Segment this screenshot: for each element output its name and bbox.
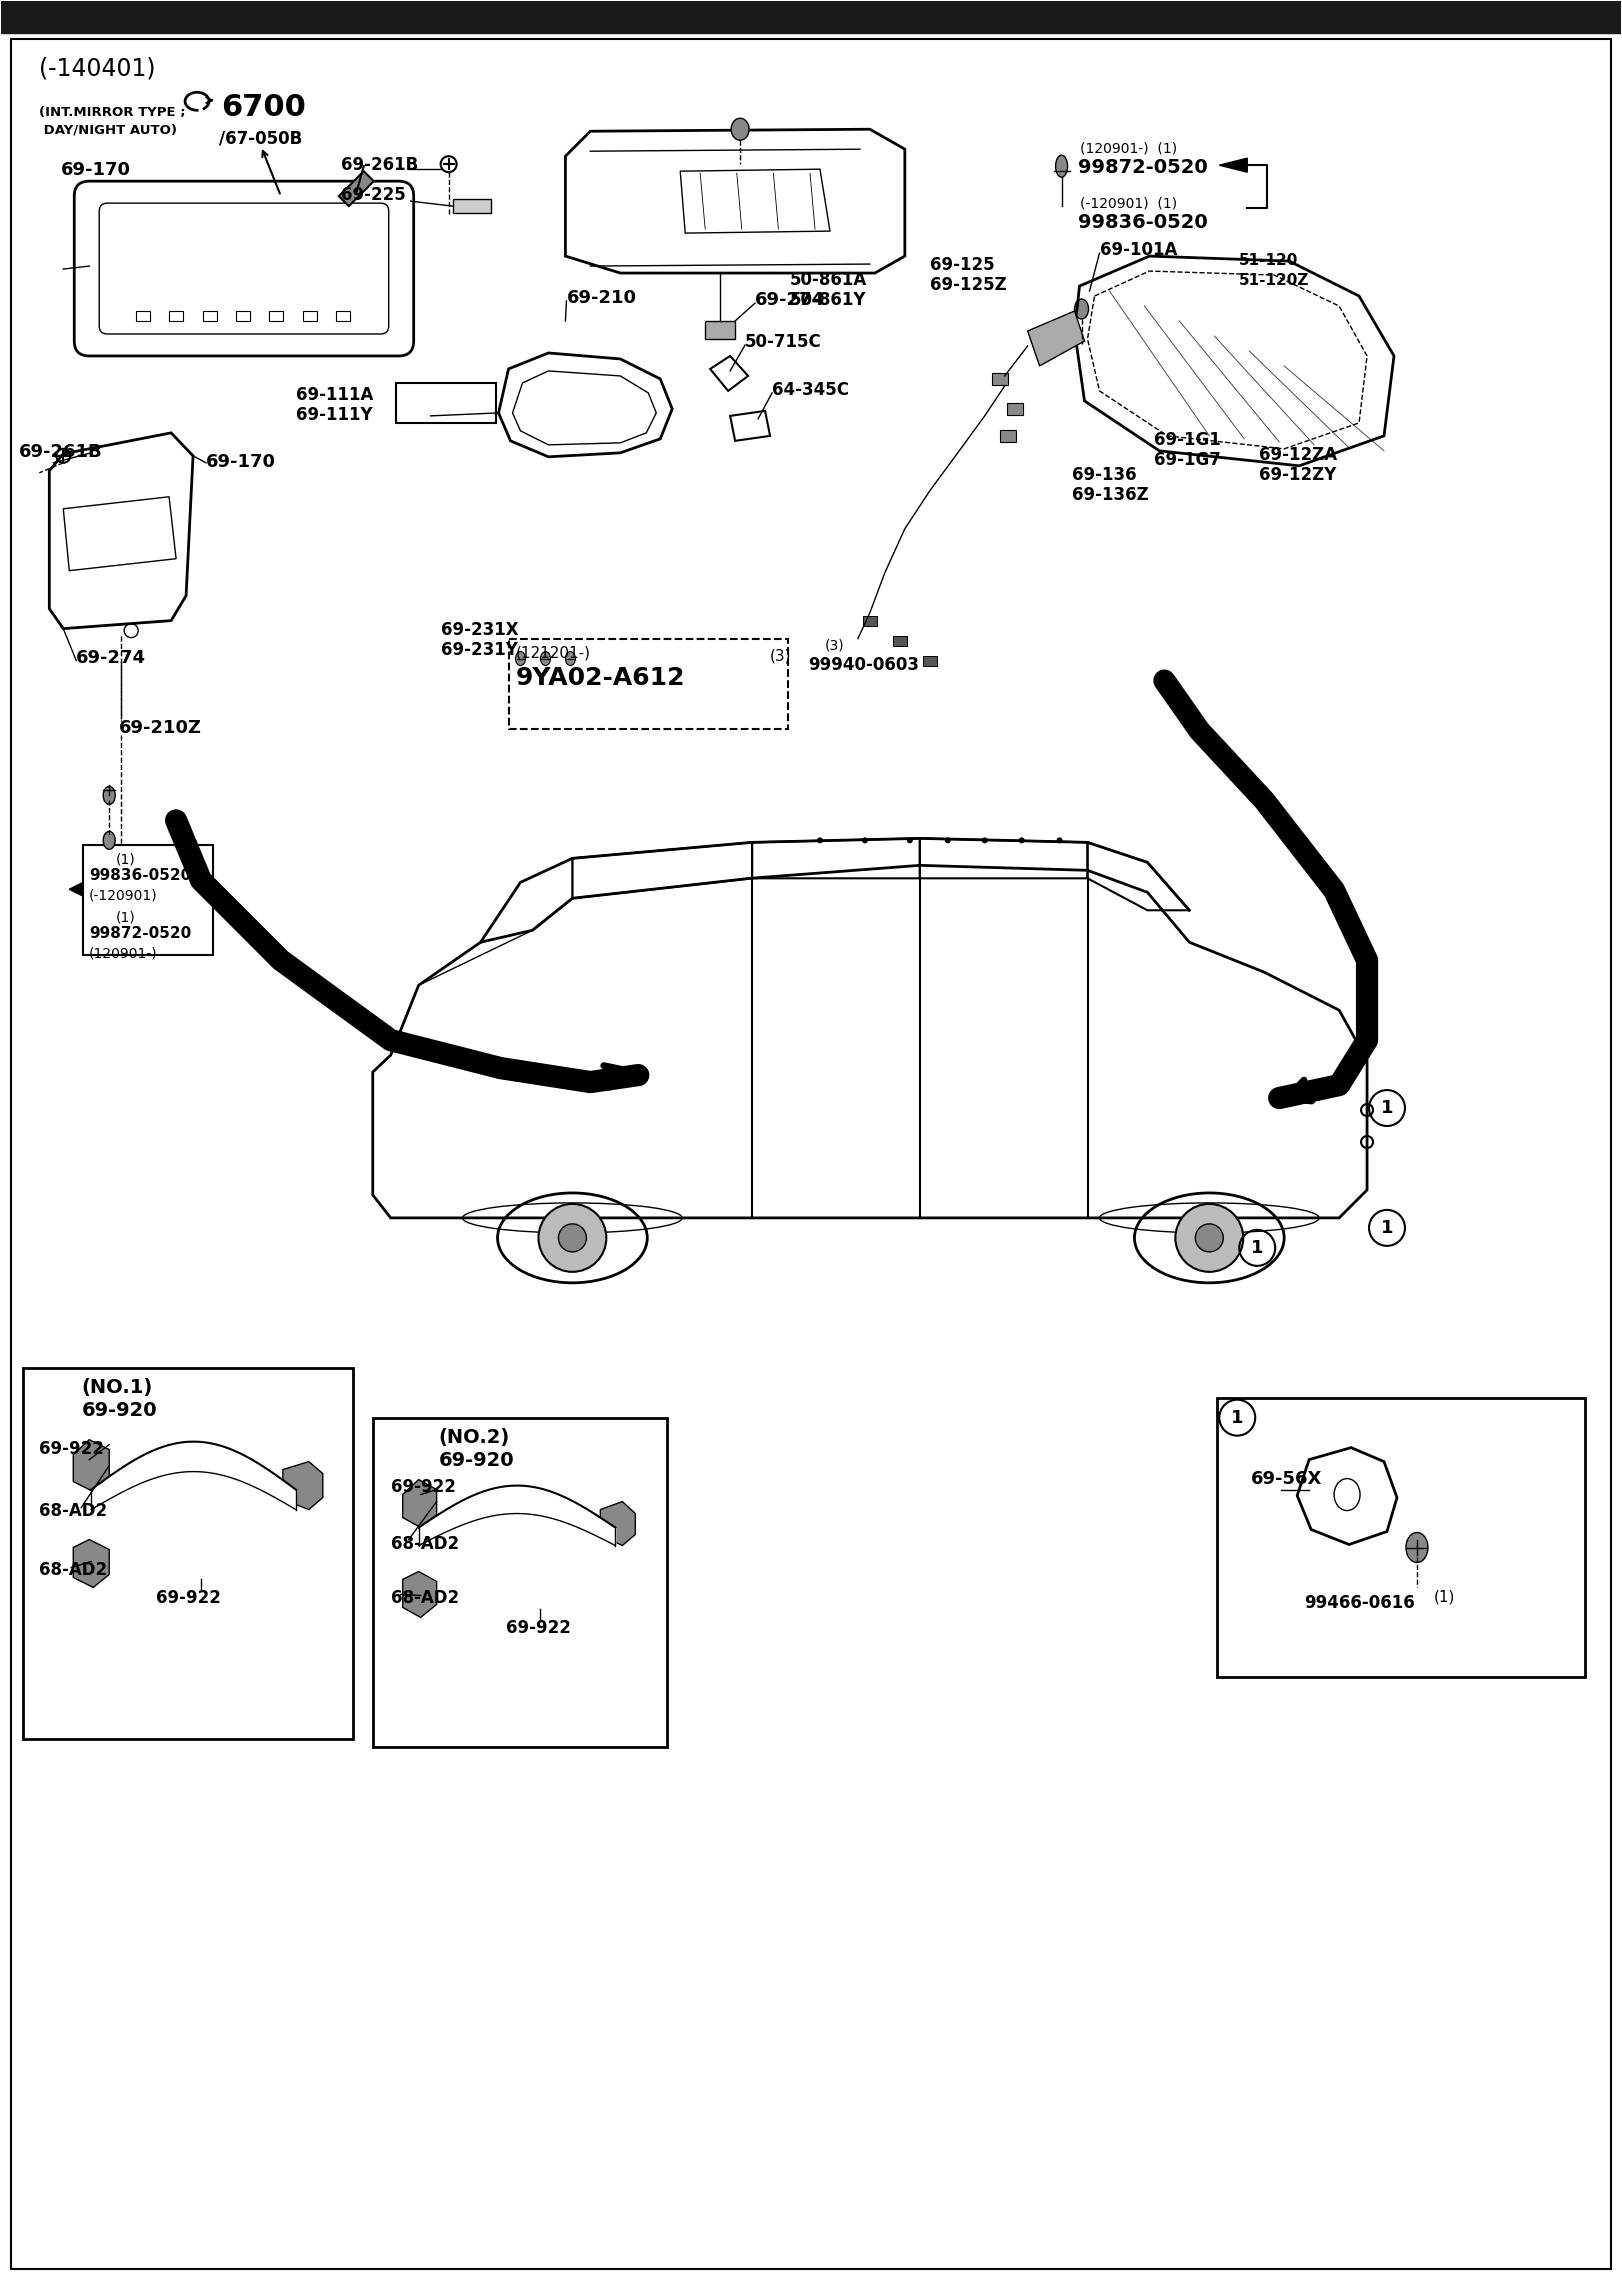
Text: 69-210Z: 69-210Z: [118, 718, 203, 736]
Bar: [892, 636, 907, 645]
Polygon shape: [73, 1540, 109, 1588]
Ellipse shape: [861, 838, 868, 843]
Text: 69-101A: 69-101A: [1100, 241, 1178, 260]
Ellipse shape: [539, 1203, 607, 1271]
Ellipse shape: [1406, 1533, 1427, 1563]
Bar: [509, 638, 788, 729]
Text: 99836-0520: 99836-0520: [1077, 214, 1207, 232]
Polygon shape: [1220, 157, 1247, 173]
Ellipse shape: [1056, 838, 1062, 843]
Bar: [83, 845, 212, 954]
Text: 64-345C: 64-345C: [772, 380, 848, 399]
Text: 69-261B: 69-261B: [341, 157, 418, 173]
Bar: [336, 312, 350, 321]
Text: 1: 1: [1231, 1408, 1244, 1426]
Text: 69-170: 69-170: [206, 453, 276, 472]
Text: (121201-): (121201-): [516, 645, 590, 661]
Text: 68-AD2: 68-AD2: [391, 1535, 459, 1554]
Text: 69-12ZY: 69-12ZY: [1259, 465, 1337, 483]
Text: 99940-0603: 99940-0603: [808, 656, 920, 674]
Text: 69-12ZA: 69-12ZA: [1259, 446, 1338, 465]
Text: (3): (3): [770, 649, 792, 663]
Bar: [373, 1417, 667, 1747]
Text: (NO.2)
69-920: (NO.2) 69-920: [438, 1428, 514, 1469]
Text: 99872-0520: 99872-0520: [1077, 157, 1207, 178]
Text: 69-922: 69-922: [156, 1590, 221, 1608]
Ellipse shape: [1056, 155, 1067, 178]
Text: (3): (3): [826, 638, 845, 652]
Text: 69-125: 69-125: [929, 255, 994, 273]
Bar: [203, 312, 217, 321]
Text: 69-231Y: 69-231Y: [441, 640, 517, 658]
Ellipse shape: [1019, 838, 1025, 843]
Text: 9YA02-A612: 9YA02-A612: [516, 665, 684, 690]
Polygon shape: [1028, 312, 1085, 367]
Bar: [269, 312, 284, 321]
Ellipse shape: [104, 786, 115, 804]
Polygon shape: [282, 1462, 323, 1510]
Text: 69-922: 69-922: [506, 1620, 571, 1638]
Text: 69-111Y: 69-111Y: [295, 405, 373, 424]
Bar: [1007, 403, 1022, 415]
Text: 69-136: 69-136: [1072, 465, 1135, 483]
Text: (1): (1): [117, 852, 136, 866]
Text: 69-136Z: 69-136Z: [1072, 485, 1148, 503]
Polygon shape: [600, 1501, 636, 1544]
Text: 69-274: 69-274: [76, 649, 146, 667]
Ellipse shape: [104, 831, 115, 850]
Bar: [235, 312, 250, 321]
Text: 6700: 6700: [221, 93, 307, 123]
Polygon shape: [402, 1572, 436, 1617]
Text: 50-861Y: 50-861Y: [790, 292, 866, 310]
Ellipse shape: [566, 652, 576, 665]
Text: 69-922: 69-922: [391, 1478, 456, 1497]
Polygon shape: [513, 371, 657, 444]
Polygon shape: [70, 882, 83, 895]
Ellipse shape: [1176, 1203, 1242, 1271]
Text: 69-225: 69-225: [341, 187, 406, 205]
Bar: [396, 383, 496, 424]
Bar: [706, 321, 735, 339]
Ellipse shape: [1195, 1223, 1223, 1253]
Text: 99872-0520: 99872-0520: [89, 927, 191, 941]
Text: 68-AD2: 68-AD2: [39, 1560, 107, 1579]
Text: 69-922: 69-922: [39, 1440, 104, 1458]
Text: 69-1G7: 69-1G7: [1155, 451, 1221, 469]
Bar: [999, 431, 1015, 442]
Polygon shape: [339, 171, 373, 205]
Ellipse shape: [540, 652, 550, 665]
Bar: [453, 198, 490, 214]
Text: (NO.1)
69-920: (NO.1) 69-920: [81, 1378, 157, 1419]
Text: 69-1G1: 69-1G1: [1155, 431, 1221, 449]
Text: (120901-)  (1): (120901-) (1): [1080, 141, 1176, 155]
Text: 69-210: 69-210: [566, 289, 636, 308]
Bar: [169, 312, 183, 321]
Bar: [991, 374, 1007, 385]
Text: 1: 1: [1380, 1219, 1393, 1237]
Text: 50-715C: 50-715C: [744, 333, 822, 351]
Bar: [136, 312, 151, 321]
Polygon shape: [402, 1481, 436, 1529]
Text: (-140401): (-140401): [39, 57, 156, 80]
Text: 1: 1: [1251, 1239, 1264, 1257]
Text: (1): (1): [117, 911, 136, 925]
Text: (120901-): (120901-): [89, 945, 157, 961]
Ellipse shape: [558, 1223, 587, 1253]
Text: (-120901): (-120901): [89, 888, 157, 902]
Text: /67-050B: /67-050B: [219, 130, 302, 148]
Ellipse shape: [817, 838, 822, 843]
Ellipse shape: [1074, 298, 1088, 319]
Text: (-120901)  (1): (-120901) (1): [1080, 196, 1176, 210]
Text: (1): (1): [1434, 1590, 1455, 1604]
Polygon shape: [73, 1440, 109, 1492]
Text: 99466-0616: 99466-0616: [1304, 1595, 1414, 1613]
Text: 50-861A: 50-861A: [790, 271, 868, 289]
Text: 69-111A: 69-111A: [295, 385, 373, 403]
Ellipse shape: [981, 838, 988, 843]
Text: 51-120: 51-120: [1239, 253, 1299, 269]
Bar: [2, 2, 1620, 34]
Ellipse shape: [516, 652, 526, 665]
Text: 68-AD2: 68-AD2: [39, 1501, 107, 1519]
Text: 1: 1: [1380, 1098, 1393, 1116]
Text: (INT.MIRROR TYPE ;
 DAY/NIGHT AUTO): (INT.MIRROR TYPE ; DAY/NIGHT AUTO): [39, 107, 187, 137]
